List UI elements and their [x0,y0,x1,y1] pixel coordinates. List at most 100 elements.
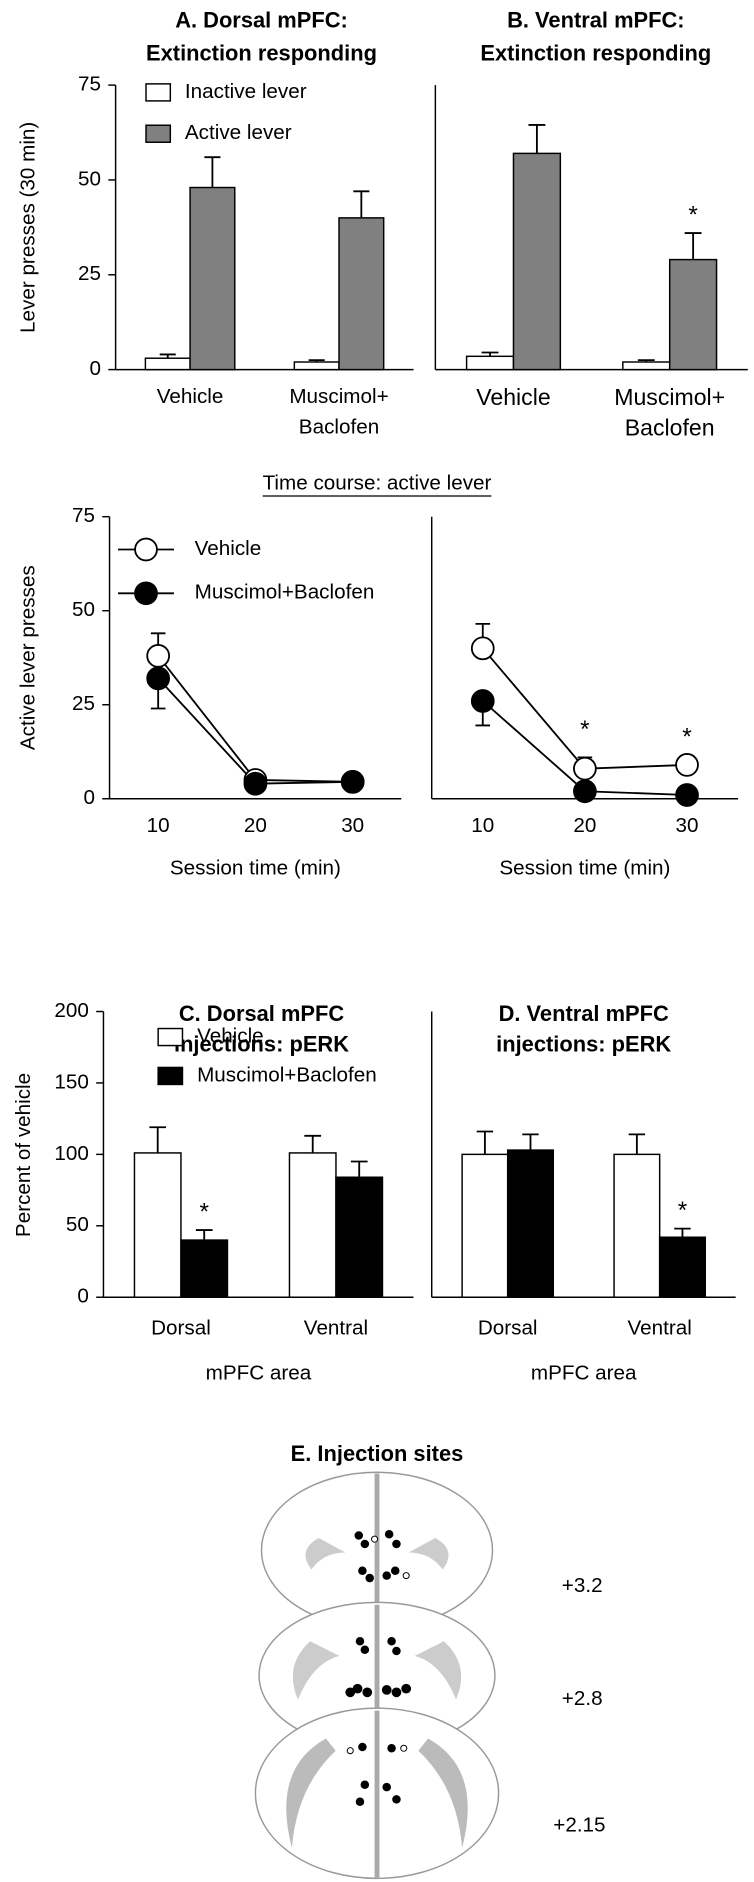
chart-title: A. Dorsal mPFC: [175,8,348,33]
chart-title: B. Ventral mPFC: [507,8,684,33]
bar [658,1236,706,1298]
legend-label: Muscimol+Baclofen [197,1063,377,1086]
x-tick-label: 10 [147,814,170,837]
point [470,689,495,713]
panel-title: E. Injection sites [291,1441,464,1466]
significance-mark: * [199,1198,209,1225]
y-tick-label: 25 [78,262,101,285]
x-axis-label: Session time (min) [499,857,670,880]
x-tick-label: Muscimol+ [289,385,388,408]
point [146,643,171,668]
chart-title: D. Ventral mPFC [499,1001,669,1026]
error-bar [149,1126,167,1153]
y-axis-label: Percent of vehicle [12,1073,35,1237]
y-axis-label: Active lever presses [17,565,40,750]
chart-title: injections: pERK [496,1031,671,1056]
chart-title: Time course: active lever [263,471,492,494]
significance-mark: * [580,716,590,743]
x-axis-label: mPFC area [531,1361,637,1384]
error-bar [628,1133,646,1155]
y-axis-label: Lever presses (30 min) [17,122,40,333]
x-axis-label: Session time (min) [170,857,341,880]
x-tick-label: Baclofen [299,415,379,438]
x-tick-label: 10 [471,814,494,837]
error-bar [684,232,702,260]
bar [293,361,340,371]
error-bar [350,1160,368,1178]
y-tick-label: 50 [78,167,101,190]
point [675,753,699,777]
level-label: +2.8 [562,1687,603,1710]
error-bar [522,1133,539,1151]
y-tick-label: 0 [90,357,102,380]
level-label: +2.15 [553,1814,605,1837]
x-tick-label: 20 [244,814,267,837]
bar [461,1153,509,1298]
error-bar [674,1227,691,1238]
x-tick-label: Vehicle [476,384,550,410]
bar [189,186,236,371]
error-bar [476,1130,494,1155]
series-line [482,647,688,770]
chart-title: injections: pERK [174,1031,349,1056]
x-tick-label: Muscimol+ [614,384,725,410]
x-tick-label: Dorsal [478,1316,538,1339]
point [146,666,171,691]
legend-marker [134,537,158,562]
significance-mark: * [682,724,692,751]
error-bar [204,156,221,188]
x-tick-label: 30 [341,814,364,837]
point [573,756,597,781]
legend-label: Vehicle [197,1024,264,1047]
bar [338,217,385,371]
bar [335,1176,384,1298]
x-tick-label: Dorsal [151,1316,211,1339]
chart-title: Extinction responding [480,40,711,65]
point [340,769,365,794]
bar [180,1239,229,1298]
x-axis-label: mPFC area [206,1361,312,1384]
x-tick-label: 20 [573,814,596,837]
bar [288,1152,337,1298]
legend-label: Vehicle [195,537,262,560]
y-tick-label: 0 [77,1285,89,1308]
y-tick-label: 50 [72,598,95,621]
error-bar [304,1134,322,1153]
bar [144,357,191,371]
bar [613,1153,661,1298]
error-bar [195,1229,213,1241]
y-tick-label: 25 [72,692,95,715]
bar [133,1152,182,1298]
bar [668,258,718,371]
point [243,771,268,796]
y-tick-label: 50 [66,1213,89,1236]
significance-mark: * [678,1197,688,1224]
series-line [157,655,353,783]
injection-sites-drawing [254,1471,500,1880]
y-tick-label: 75 [72,504,95,527]
error-bar [353,190,370,218]
legend-marker [134,581,158,606]
bar [622,361,671,371]
legend-swatch [145,124,172,143]
x-tick-label: Baclofen [625,414,715,440]
x-tick-label: Ventral [304,1316,368,1339]
level-label: +3.2 [562,1574,603,1597]
significance-mark: * [688,201,698,228]
y-tick-label: 100 [54,1142,88,1165]
chart-title: Extinction responding [146,40,377,65]
x-tick-label: Ventral [628,1316,692,1339]
y-tick-label: 0 [83,786,95,809]
error-bar [528,124,546,154]
legend-swatch [145,83,172,102]
chart-title: C. Dorsal mPFC [179,1001,345,1026]
legend-label: Inactive lever [185,80,307,103]
legend-swatch [157,1066,184,1086]
y-tick-label: 200 [54,999,88,1022]
x-tick-label: 30 [676,814,699,837]
x-tick-label: Vehicle [157,385,224,408]
point [675,783,699,807]
legend-label: Muscimol+Baclofen [195,581,375,604]
